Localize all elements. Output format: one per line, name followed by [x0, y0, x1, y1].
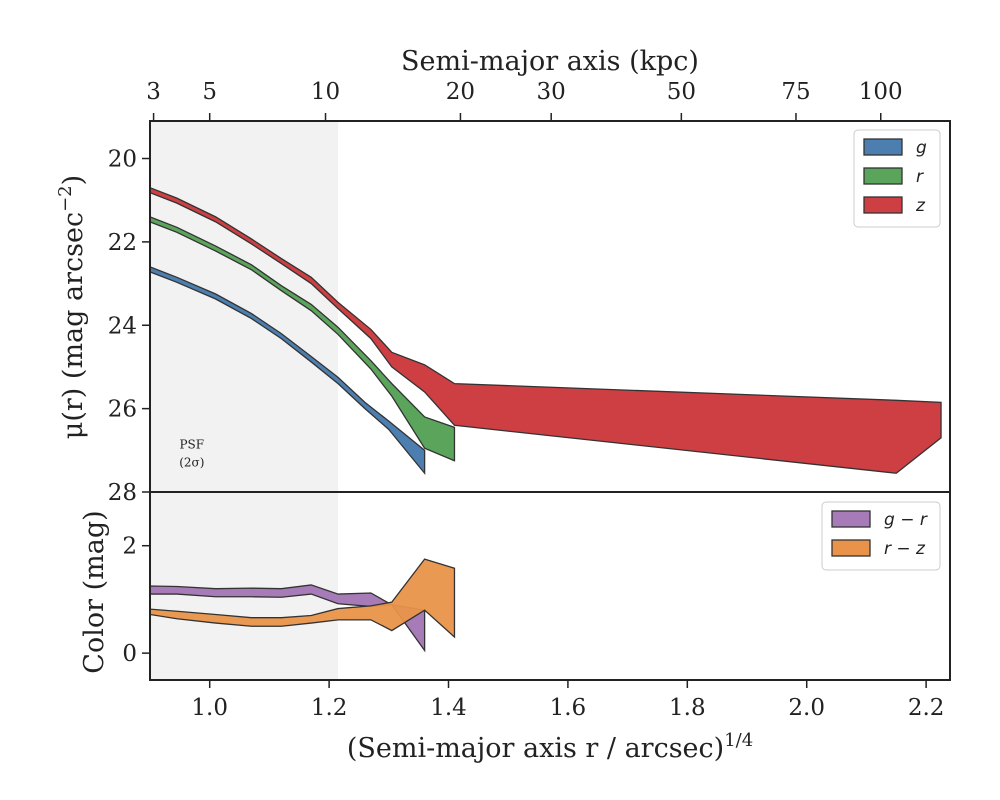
x-axis-label: (Semi-major axis r / arcsec)1/4 [347, 730, 753, 764]
y-tick-label-top: 26 [108, 397, 137, 423]
legend-top-entry: z [915, 196, 926, 216]
secondary-x-ticks: 3 5 10 20 30 50 75 100 [146, 79, 903, 121]
secondary-x-tick-label: 3 [146, 79, 161, 105]
y-ticks-bottom: 02 [122, 534, 150, 667]
psf-label-line1: PSF [179, 437, 204, 451]
x-axis-label-text: (Semi-major axis r / arcsec) [347, 733, 724, 764]
y-axis-label-top-text: μ(r) (mag arcsec [58, 212, 89, 439]
secondary-x-tick-label: 50 [667, 79, 696, 105]
x-tick-label: 1.2 [311, 695, 348, 721]
y-tick-label-top: 24 [108, 313, 137, 339]
band-r-z [149, 558, 456, 639]
color-bands [149, 558, 456, 653]
legend-bottom-swatch [831, 510, 871, 528]
band-g-r [149, 584, 426, 653]
top-panel: 20 22 24 26 28 3 5 10 20 30 50 75 100 PSF (2σ) grz [108, 79, 951, 506]
y-tick-label-top: 28 [108, 480, 137, 506]
legend-top-entry: g [916, 138, 927, 158]
secondary-x-tick-label: 100 [859, 79, 903, 105]
x-tick-label: 2.0 [788, 695, 825, 721]
band-g [149, 265, 426, 476]
secondary-x-tick-label: 30 [537, 79, 566, 105]
x-tick-label: 1.4 [430, 695, 467, 721]
y-tick-label-bottom: 0 [122, 641, 137, 667]
legend-top-entry: r [916, 167, 924, 187]
x-tick-label: 2.2 [908, 695, 945, 721]
x-axis-label-superscript: 1/4 [724, 730, 753, 751]
x-tick-label: 1.8 [669, 695, 706, 721]
secondary-x-tick-label: 5 [202, 79, 217, 105]
y-ticks-top: 20 22 24 26 28 [108, 147, 150, 506]
band-z [149, 186, 942, 474]
legend-top-swatch [863, 138, 903, 156]
legend-top-swatch [863, 196, 903, 214]
y-axis-label-top-superscript: −2 [55, 185, 76, 212]
y-axis-label-bottom: Color (mag) [79, 510, 110, 673]
y-tick-label-top: 20 [108, 147, 137, 173]
legend-bottom-entry: r − z [884, 539, 926, 559]
secondary-x-axis-label: Semi-major axis (kpc) [401, 46, 699, 77]
legend-bottom-entry: g − r [884, 510, 928, 530]
x-tick-label: 1.6 [550, 695, 587, 721]
magnitude-bands [149, 186, 942, 476]
psf-label-line2: (2σ) [179, 455, 204, 469]
legend-bottom-swatch [831, 539, 871, 557]
secondary-x-tick-label: 20 [446, 79, 475, 105]
x-tick-label: 1.0 [191, 695, 228, 721]
y-tick-label-top: 22 [108, 230, 137, 256]
legend-bottom: g − r r − z [821, 501, 941, 571]
legend-top-swatch [863, 167, 903, 185]
secondary-x-tick-label: 75 [781, 79, 810, 105]
y-axis-label-top: μ(r) (mag arcsec−2) [55, 175, 89, 439]
y-axis-label-top-close: ) [58, 175, 89, 186]
y-tick-label-bottom: 2 [122, 534, 137, 560]
x-ticks: 1.0 1.2 1.4 1.6 1.8 2.0 2.2 [191, 680, 944, 721]
band-r [149, 215, 456, 462]
bottom-panel-frame [149, 491, 951, 681]
legend-top: grz [853, 129, 941, 228]
secondary-x-tick-label: 10 [311, 79, 340, 105]
bottom-panel: 02 1.0 1.2 1.4 1.6 1.8 2.0 2.2 g − rr − z [122, 491, 951, 721]
